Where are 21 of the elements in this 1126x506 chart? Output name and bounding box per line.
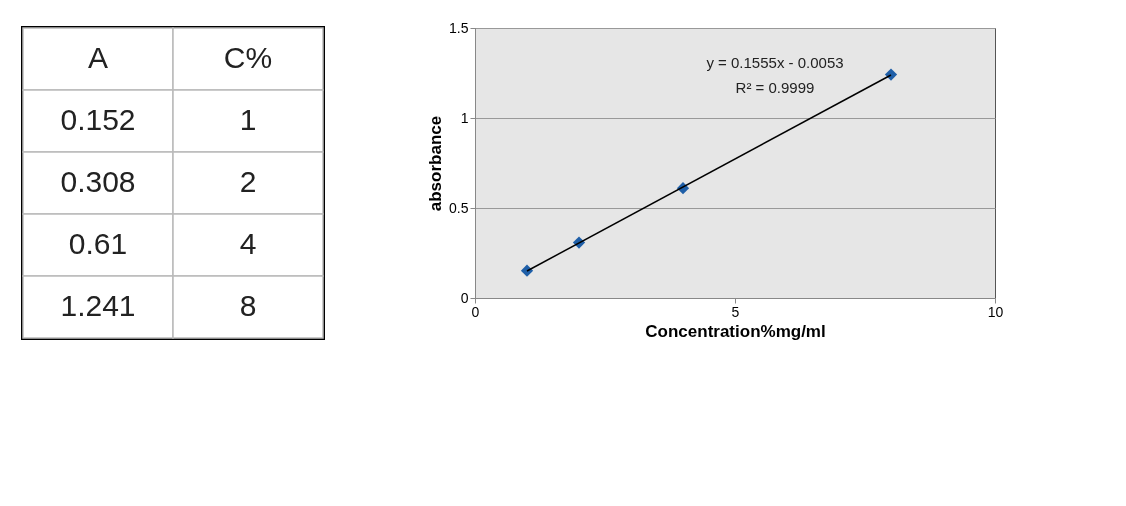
- y-tick-label: 1: [460, 109, 469, 126]
- x-axis-title: Concentration%mg/ml: [645, 321, 826, 341]
- y-tick-label: 0: [460, 289, 469, 306]
- annotation: y = 0.1555x - 0.0053: [706, 54, 844, 71]
- text: A: [87, 41, 109, 74]
- text: 8: [239, 289, 257, 322]
- text: C%: [223, 41, 273, 74]
- annotation: R² = 0.9999: [735, 79, 815, 96]
- text: 2: [239, 165, 257, 198]
- text: 0.61: [68, 227, 128, 260]
- x-tick-label: 10: [987, 303, 1004, 320]
- text: 1.241: [60, 289, 136, 322]
- text: 1: [239, 103, 257, 136]
- y-tick-label: 1.5: [449, 19, 469, 36]
- x-tick-label: 5: [731, 303, 740, 320]
- text: 0.308: [60, 165, 136, 198]
- x-tick-label: 0: [471, 303, 480, 320]
- text: 0.152: [60, 103, 136, 136]
- y-tick-label: 0.5: [449, 199, 469, 216]
- y-axis-title: absorbance: [426, 115, 446, 212]
- text: 4: [239, 227, 257, 260]
